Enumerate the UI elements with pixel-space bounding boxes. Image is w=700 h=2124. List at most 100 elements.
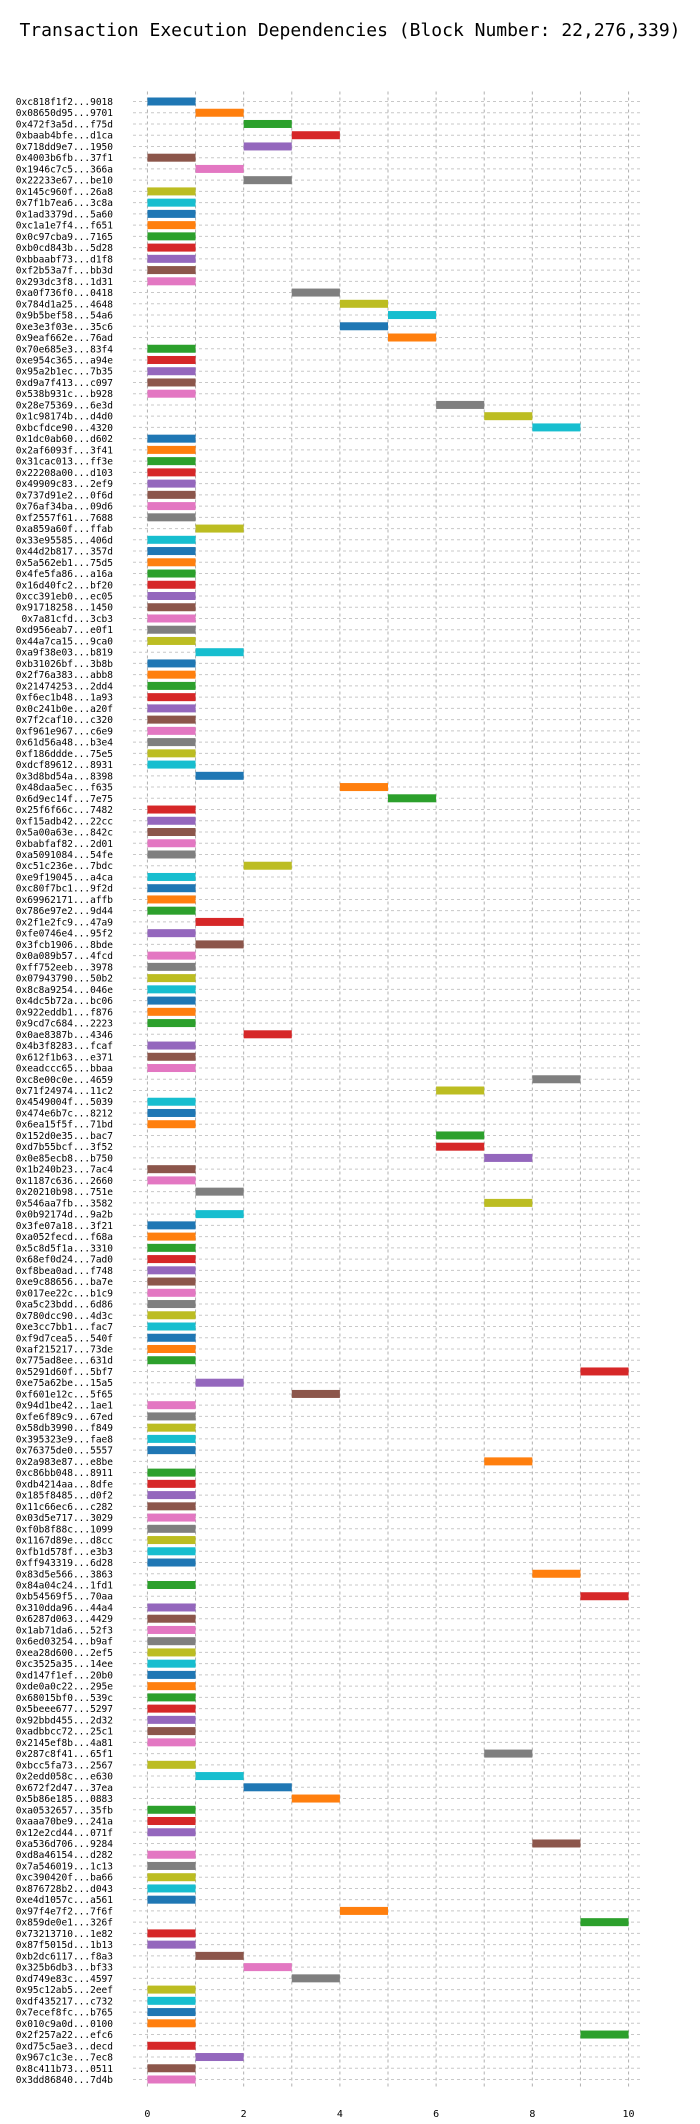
x-tick-label: 8: [529, 2109, 535, 2120]
y-tick-label: 0xc3525a35...14ee: [16, 1659, 114, 1670]
y-tick-label: 0xea28d600...2ef5: [16, 1648, 113, 1659]
execution-bar: [195, 648, 244, 657]
y-tick-label: 0x718dd9e7...1950: [16, 142, 114, 153]
y-tick-label: 0x1187c636...2660: [16, 1176, 114, 1187]
y-tick-label: 0x5a562eb1...75d5: [16, 558, 113, 569]
y-tick-label: 0x7f2caf10...c320: [16, 715, 114, 726]
execution-bar: [291, 1389, 340, 1398]
y-tick-label: 0x5291d60f...5bf7: [16, 1367, 113, 1378]
execution-bar: [436, 1131, 485, 1140]
x-tick-label: 2: [241, 2109, 247, 2120]
y-tick-label: 0x4b3f8283...fcaf: [16, 1041, 113, 1052]
y-tick-label: 0xa0532657...35fb: [16, 1805, 114, 1816]
execution-bar: [195, 164, 244, 173]
execution-bar: [147, 1828, 196, 1837]
execution-bar: [147, 1277, 196, 1286]
execution-bar: [291, 1974, 340, 1983]
y-tick-label: 0xf961e967...c6e9: [16, 726, 114, 737]
y-tick-label: 0x4dc5b72a...bc06: [16, 996, 114, 1007]
y-tick-label: 0x70e685e3...83f4: [16, 344, 114, 355]
execution-bar: [147, 872, 196, 881]
y-tick-label: 0xa5091084...54fe: [16, 850, 114, 861]
y-tick-label: 0xa9f38e03...b819: [16, 648, 114, 659]
y-tick-label: 0xf601e12c...5f65: [16, 1389, 113, 1400]
execution-bar: [147, 828, 196, 837]
execution-bar: [195, 1210, 244, 1219]
y-tick-label: 0x017ee22c...b1c9: [16, 1288, 114, 1299]
y-tick-label: 0x7f1b7ea6...3c8a: [16, 198, 113, 209]
y-tick-label: 0xa0f736f0...0418: [16, 288, 114, 299]
y-tick-label: 0x48daa5ec...f635: [16, 783, 113, 794]
y-tick-label: 0xd9a7f413...c097: [16, 378, 113, 389]
execution-bar: [147, 445, 196, 454]
y-tick-label: 0x287c8f41...65f1: [16, 1749, 114, 1760]
y-tick-label: 0xf2b53a7f...bb3d: [16, 266, 113, 277]
y-tick-label: 0x91718258...1450: [16, 603, 114, 614]
y-tick-label: 0xe9f19045...a4ca: [16, 872, 113, 883]
execution-bar: [532, 1075, 581, 1084]
y-tick-label: 0x395323e9...fae8: [16, 1434, 114, 1445]
execution-bar: [147, 209, 196, 218]
execution-bar: [339, 322, 388, 331]
execution-bar: [147, 198, 196, 207]
y-tick-label: 0x0c241b0e...a20f: [16, 704, 113, 715]
y-tick-label: 0x68015bf0...539c: [16, 1693, 113, 1704]
execution-bar: [339, 1906, 388, 1915]
execution-bar: [147, 1817, 196, 1826]
execution-bar: [147, 760, 196, 769]
execution-bar: [147, 479, 196, 488]
y-tick-label: 0x2edd058c...e630: [16, 1772, 114, 1783]
y-tick-label: 0x2f257a22...efc6: [16, 2030, 114, 2041]
execution-bar: [147, 1007, 196, 1016]
y-tick-label: 0x293dc3f8...1d31: [16, 277, 114, 288]
y-tick-label: 0xe3cc7bb1...fac7: [16, 1322, 113, 1333]
execution-bar: [147, 1513, 196, 1522]
y-tick-label: 0x8c8a9254...046e: [16, 985, 114, 996]
y-tick-label: 0x1b240b23...7ac4: [16, 1165, 114, 1176]
y-tick-label: 0x69962171...affb: [16, 895, 114, 906]
execution-bar: [147, 1670, 196, 1679]
y-tick-label: 0xe9c88656...ba7e: [16, 1277, 114, 1288]
y-tick-label: 0x0a089b57...4fcd: [16, 951, 113, 962]
y-tick-label: 0xb31026bf...3b8b: [16, 659, 114, 670]
y-tick-label: 0xeadccc65...bbaa: [16, 1064, 113, 1075]
y-tick-label: 0x76af34ba...09d6: [16, 502, 114, 513]
execution-bar: [147, 749, 196, 758]
execution-bar: [339, 299, 388, 308]
y-tick-label: 0xb54569f5...70aa: [16, 1592, 113, 1603]
execution-bar: [147, 243, 196, 252]
execution-bar: [147, 1940, 196, 1949]
y-tick-label: 0x0c97cba9...7165: [16, 232, 113, 243]
execution-bar: [147, 1738, 196, 1747]
y-tick-label: 0xc390420f...ba66: [16, 1873, 114, 1884]
execution-bar: [147, 1412, 196, 1421]
execution-bar: [195, 1187, 244, 1196]
execution-bar: [147, 1659, 196, 1668]
y-tick-label: 0xf6ec1b48...1a93: [16, 693, 113, 704]
y-tick-label: 0x21474253...2dd4: [16, 681, 114, 692]
y-tick-label: 0xe954c365...a94e: [16, 355, 114, 366]
execution-bar: [147, 1996, 196, 2005]
execution-bar: [147, 1715, 196, 1724]
y-tick-label: 0x672f2d47...37ea: [16, 1783, 113, 1794]
execution-bar: [147, 1479, 196, 1488]
execution-bar: [195, 524, 244, 533]
execution-bar: [243, 861, 292, 870]
y-tick-label: 0x25f6f66c...7482: [16, 805, 113, 816]
y-tick-label: 0xf15adb42...22cc: [16, 816, 113, 827]
execution-bar: [147, 1423, 196, 1432]
y-tick-label: 0x4549004f...5039: [16, 1097, 114, 1108]
y-tick-label: 0x08650d95...9701: [16, 108, 114, 119]
execution-bar: [147, 1614, 196, 1623]
execution-bar: [147, 468, 196, 477]
y-tick-label: 0x92bbd455...2d32: [16, 1715, 113, 1726]
y-tick-label: 0x5beee677...5297: [16, 1704, 113, 1715]
execution-bar: [484, 1198, 533, 1207]
y-tick-label: 0x5a00a63e...842c: [16, 828, 113, 839]
execution-bar: [147, 254, 196, 263]
y-tick-label: 0x1dc0ab60...d602: [16, 434, 113, 445]
execution-bar: [147, 434, 196, 443]
y-tick-label: 0x1ad3379d...5a60: [16, 209, 114, 220]
execution-bar: [147, 97, 196, 106]
execution-bar: [532, 1839, 581, 1848]
